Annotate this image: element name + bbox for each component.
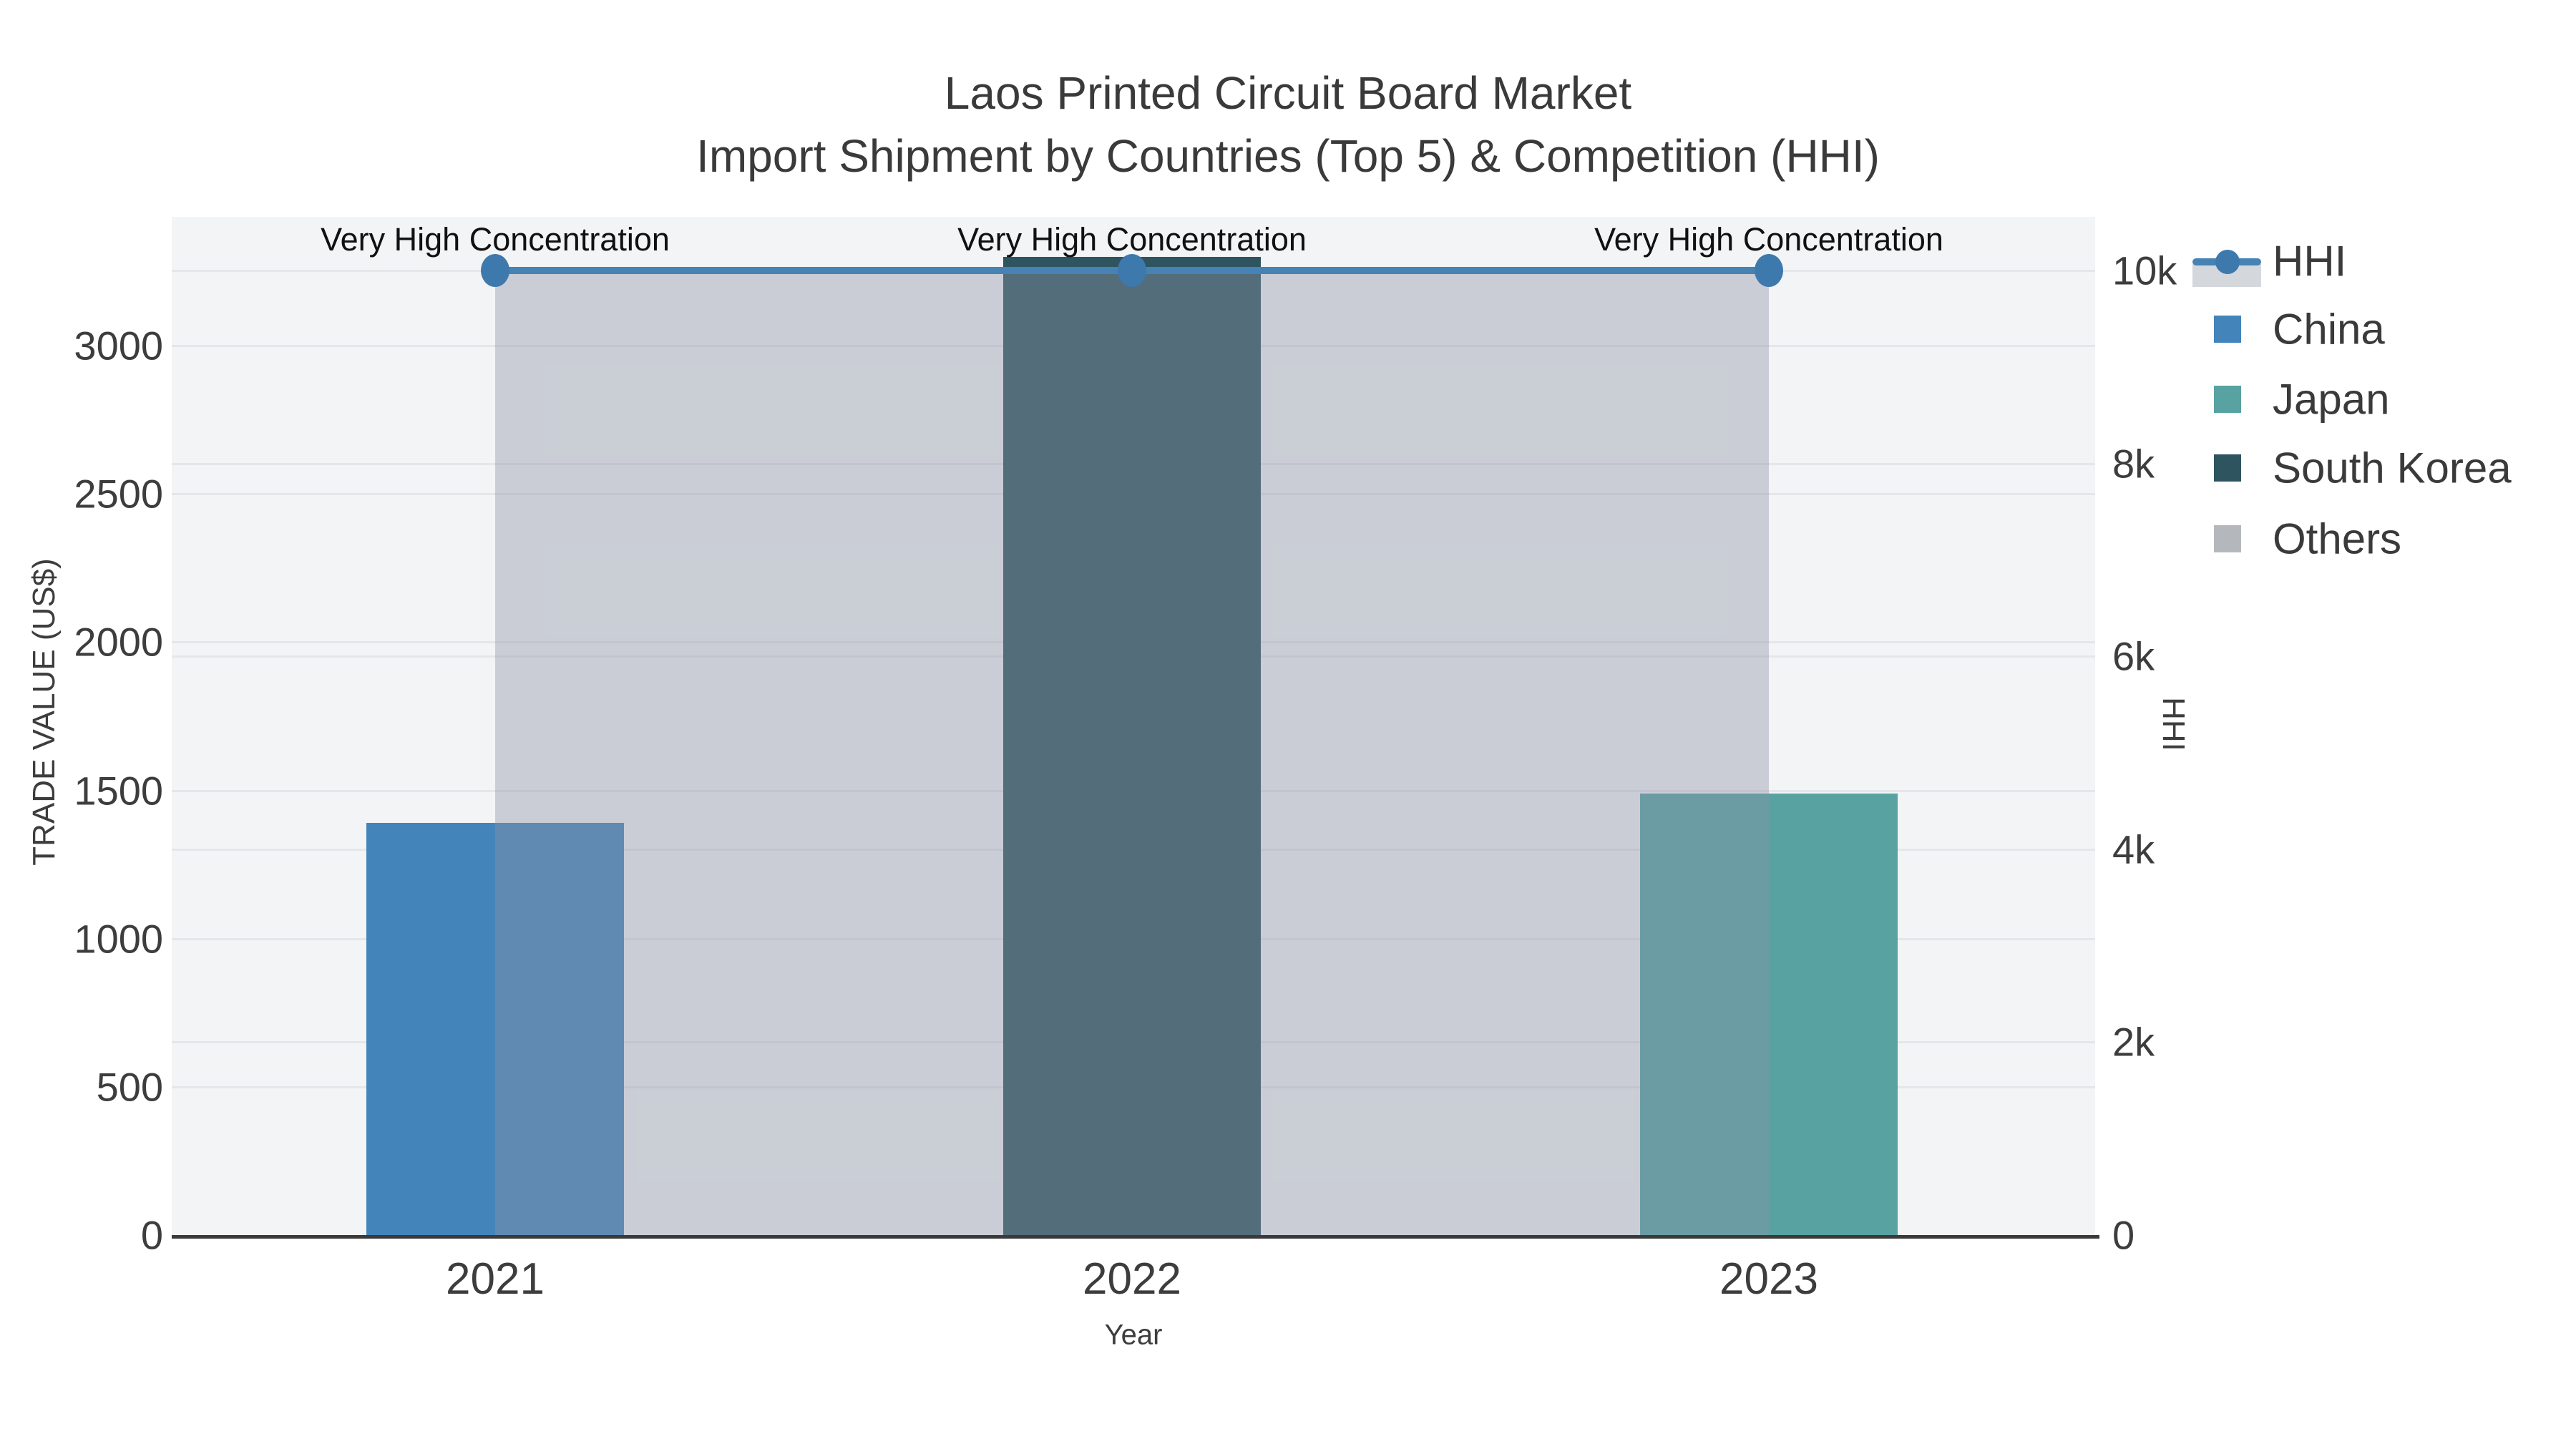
y-left-tick-2000: 2000 [74, 619, 163, 665]
annotation-2021: Very High Concentration [321, 221, 670, 258]
annotation-2022: Very High Concentration [957, 221, 1307, 258]
legend-swatch-others [2214, 525, 2241, 552]
y-right-tick-8k: 8k [2112, 441, 2155, 487]
legend-swatch-china [2214, 316, 2241, 343]
y-right-tick-10k: 10k [2112, 248, 2177, 293]
x-tick-2022: 2022 [1083, 1254, 1181, 1304]
bar-south-korea-2022[interactable] [1003, 256, 1261, 1235]
y-left-tick-0: 0 [140, 1212, 163, 1258]
chart-title-line-1: Laos Printed Circuit Board Market [944, 67, 1632, 119]
y-right-tick-2k: 2k [2112, 1019, 2155, 1065]
y-left-tick-500: 500 [96, 1064, 163, 1110]
y-left-tick-3000: 3000 [74, 323, 163, 369]
annotation-2023: Very High Concentration [1594, 221, 1943, 258]
x-tick-2023: 2023 [1719, 1254, 1818, 1304]
y-right-tick-0: 0 [2112, 1212, 2135, 1258]
legend-label: Others [2273, 514, 2402, 563]
x-axis-line [172, 1235, 2099, 1239]
y-left-tick-1500: 1500 [74, 768, 163, 814]
legend-item-japan[interactable]: Japan [2187, 371, 2573, 428]
x-tick-2021: 2021 [446, 1254, 545, 1304]
legend-label: China [2273, 305, 2385, 353]
y-axis-right-title: HHI [2156, 697, 2191, 751]
y-left-tick-2500: 2500 [74, 471, 163, 517]
y-right-tick-4k: 4k [2112, 826, 2155, 872]
plot-area[interactable]: Very High Concentration Very High Concent… [172, 217, 2095, 1235]
legend-label: HHI [2273, 237, 2347, 286]
y-left-tick-1000: 1000 [74, 916, 163, 962]
legend-swatch-japan [2214, 386, 2241, 413]
hhi-marker-2023[interactable] [1755, 254, 1783, 288]
legend-label: South Korea [2273, 444, 2512, 492]
legend-item-china[interactable]: China [2187, 301, 2573, 358]
hhi-legend-marker-icon [2215, 250, 2240, 274]
hhi-marker-2021[interactable] [481, 254, 509, 288]
legend-item-hhi[interactable]: HHI [2187, 233, 2573, 290]
chart-title-line-2: Import Shipment by Countries (Top 5) & C… [696, 130, 1880, 182]
legend-swatch-south-korea [2214, 454, 2241, 482]
x-axis-title: Year [1104, 1319, 1163, 1351]
y-axis-left-title: TRADE VALUE (US$) [26, 558, 62, 866]
legend-label: Japan [2273, 375, 2390, 424]
bar-japan-2023[interactable] [1640, 793, 1898, 1235]
hhi-marker-2022[interactable] [1118, 254, 1146, 288]
y-right-tick-6k: 6k [2112, 633, 2155, 679]
legend-item-others[interactable]: Others [2187, 510, 2573, 567]
legend-item-south-korea[interactable]: South Korea [2187, 439, 2573, 497]
bar-china-2021[interactable] [366, 823, 624, 1235]
hhi-fill-area [495, 274, 1769, 1235]
